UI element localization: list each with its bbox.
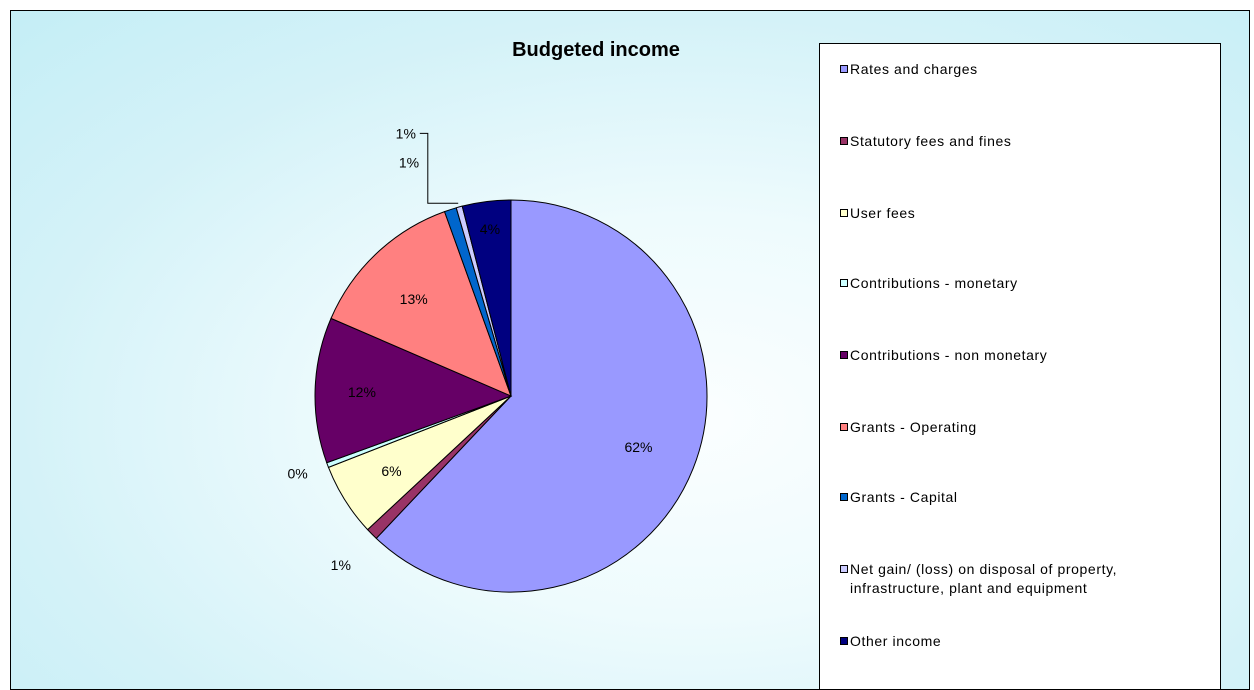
legend-item: User fees bbox=[840, 204, 1200, 223]
pie-chart: 62% 1% 6% 0% 12% 13% 1% 1% 4% bbox=[287, 125, 708, 593]
legend-label: Grants - Capital bbox=[850, 489, 958, 505]
legend: Rates and charges Statutory fees and fine… bbox=[819, 43, 1221, 689]
pie-label-net-gain-loss-on-disposal-of-property-in: 1% bbox=[396, 125, 416, 141]
chart-frame: Budgeted income 62% 1% 6% 0% 12% 13% 1% 1% 4% Ra… bbox=[10, 10, 1250, 690]
pie-slice-other-income bbox=[461, 199, 512, 397]
legend-label: Grants - Operating bbox=[850, 419, 977, 435]
legend-swatch bbox=[840, 209, 848, 217]
pie-label-other-income: 4% bbox=[480, 221, 500, 237]
legend-item: Rates and charges bbox=[840, 60, 1200, 79]
legend-swatch bbox=[840, 493, 848, 501]
legend-item: Grants - Operating bbox=[840, 418, 1200, 437]
legend-swatch bbox=[840, 565, 848, 573]
legend-label: Net gain/ (loss) on disposal of property… bbox=[850, 561, 1118, 596]
pie-leader-line bbox=[419, 132, 459, 204]
legend-swatch bbox=[840, 137, 848, 145]
legend-item: Grants - Capital bbox=[840, 488, 1200, 507]
pie-label-statutory-fees-and-fines: 1% bbox=[331, 557, 351, 573]
legend-swatch bbox=[840, 65, 848, 73]
legend-label: Rates and charges bbox=[850, 61, 978, 77]
legend-item: Contributions - monetary bbox=[840, 274, 1200, 293]
legend-item: Net gain/ (loss) on disposal of property… bbox=[840, 560, 1200, 598]
legend-swatch bbox=[840, 637, 848, 645]
legend-swatch bbox=[840, 351, 848, 359]
legend-label: Contributions - non monetary bbox=[850, 347, 1048, 363]
legend-swatch bbox=[840, 279, 848, 287]
legend-item: Statutory fees and fines bbox=[840, 132, 1200, 151]
legend-label: Contributions - monetary bbox=[850, 275, 1018, 291]
pie-slice-grants-operating bbox=[330, 210, 512, 397]
pie-slice-rates-and-charges bbox=[375, 199, 708, 593]
pie-label-user-fees: 6% bbox=[381, 463, 401, 479]
pie-label-contributions-monetary: 0% bbox=[287, 465, 307, 481]
pie-label-rates-and-charges: 62% bbox=[624, 439, 652, 455]
pie-label-contributions-non-monetary: 12% bbox=[348, 384, 376, 400]
legend-swatch bbox=[840, 423, 848, 431]
legend-label: Statutory fees and fines bbox=[850, 133, 1012, 149]
legend-label: User fees bbox=[850, 205, 916, 221]
legend-item: Other income bbox=[840, 632, 1200, 651]
pie-slice-contributions-non-monetary bbox=[314, 317, 513, 464]
legend-item: Contributions - non monetary bbox=[840, 346, 1200, 365]
pie-label-grants-capital: 1% bbox=[399, 155, 419, 171]
pie-label-grants-operating: 13% bbox=[400, 291, 428, 307]
legend-label: Other income bbox=[850, 633, 942, 649]
chart-title: Budgeted income bbox=[512, 39, 680, 61]
